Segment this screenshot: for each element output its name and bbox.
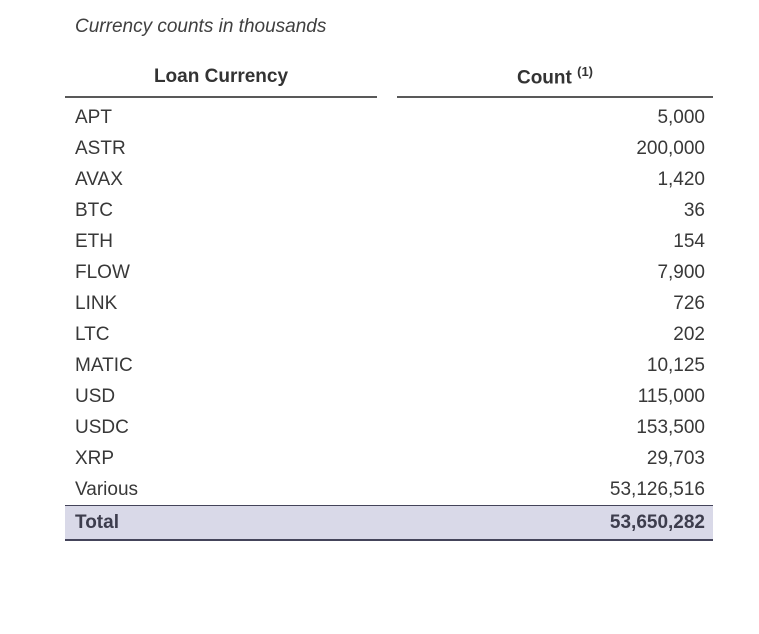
table-row: BTC 36 <box>65 195 713 226</box>
header-count-label: Count <box>516 67 572 89</box>
currency-cell: USD <box>75 386 116 408</box>
count-cell: 10,125 <box>646 355 705 377</box>
count-cell: 1,420 <box>657 169 705 191</box>
currency-cell: ASTR <box>75 138 126 160</box>
total-row: Total 53,650,282 <box>65 505 713 542</box>
table-row: LINK 726 <box>65 288 713 319</box>
currency-cell: LTC <box>75 324 110 346</box>
currency-cell: ETH <box>75 231 113 253</box>
table-row: ASTR 200,000 <box>65 133 713 164</box>
count-cell: 115,000 <box>637 386 705 408</box>
table-header: Loan Currency Count (1) <box>65 64 713 99</box>
table-body: APT 5,000 ASTR 200,000 AVAX 1,420 BTC 36… <box>65 97 713 506</box>
count-cell: 36 <box>683 200 705 222</box>
footnote-marker: (1) <box>577 64 594 79</box>
count-cell: 153,500 <box>636 417 705 439</box>
table-row: APT 5,000 <box>65 97 713 133</box>
table-row: FLOW 7,900 <box>65 257 713 288</box>
count-cell: 29,703 <box>646 448 705 470</box>
count-cell: 726 <box>673 293 705 315</box>
count-cell: 200,000 <box>636 138 705 160</box>
currency-cell: Various <box>75 479 139 501</box>
currency-cell: BTC <box>75 200 113 222</box>
count-cell: 53,126,516 <box>609 479 705 501</box>
currency-cell: MATIC <box>75 355 133 377</box>
currency-cell: XRP <box>75 448 115 470</box>
currency-cell: USDC <box>75 417 129 439</box>
total-label: Total <box>65 505 377 542</box>
currency-cell: LINK <box>75 293 118 315</box>
count-cell: 154 <box>673 231 705 253</box>
table-row: USDC 153,500 <box>65 412 713 443</box>
table-caption: Currency counts in thousands <box>75 16 327 37</box>
table-row: MATIC 10,125 <box>65 350 713 381</box>
table-footer: Total 53,650,282 <box>65 505 713 542</box>
total-value: 53,650,282 <box>397 505 713 542</box>
header-spacer <box>377 64 397 97</box>
count-cell: 7,900 <box>657 262 705 284</box>
table-row: AVAX 1,420 <box>65 164 713 195</box>
header-loan-currency: Loan Currency <box>65 64 377 99</box>
currency-cell: APT <box>75 107 112 129</box>
table-row: USD 115,000 <box>65 381 713 412</box>
loan-currency-table: Loan Currency Count (1) APT 5,000 ASTR 2… <box>65 64 713 542</box>
table-row: Various 53,126,516 <box>65 474 713 506</box>
header-count: Count (1) <box>397 64 713 99</box>
count-cell: 5,000 <box>657 107 705 129</box>
currency-cell: AVAX <box>75 169 123 191</box>
table-row: XRP 29,703 <box>65 443 713 474</box>
table-row: ETH 154 <box>65 226 713 257</box>
count-cell: 202 <box>673 324 705 346</box>
table-row: LTC 202 <box>65 319 713 350</box>
currency-cell: FLOW <box>75 262 130 284</box>
